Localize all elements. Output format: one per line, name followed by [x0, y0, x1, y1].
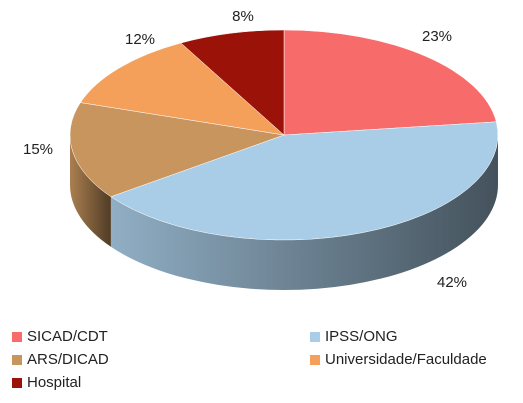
legend-swatch: [310, 355, 320, 365]
value-label: 12%: [125, 31, 155, 48]
legend: SICAD/CDT IPSS/ONG ARS/DICAD Universidade/F…: [12, 328, 487, 391]
legend-label: SICAD/CDT: [27, 328, 108, 345]
legend-swatch: [12, 332, 22, 342]
pie-slice: [180, 29, 285, 136]
value-labels: 23% 42% 15% 12% 8%: [23, 8, 467, 291]
pie-sides: [70, 135, 498, 290]
legend-swatch: [12, 355, 22, 365]
legend-label: ARS/DICAD: [27, 351, 109, 368]
pie-side: [70, 135, 111, 247]
legend-label: IPSS/ONG: [325, 328, 398, 345]
value-label: 15%: [23, 141, 53, 158]
pie-slice: [110, 121, 499, 241]
pie-slice: [69, 102, 285, 197]
pie-slice: [80, 42, 285, 136]
value-label: 23%: [422, 28, 452, 45]
legend-swatch: [310, 332, 320, 342]
value-label: 42%: [437, 274, 467, 291]
pie-side: [110, 135, 498, 290]
legend-label: Universidade/Faculdade: [325, 351, 487, 368]
pie-slice: [283, 29, 497, 136]
pie-tops: [69, 29, 499, 241]
legend-swatch: [12, 378, 22, 388]
value-label: 8%: [232, 8, 254, 25]
legend-label: Hospital: [27, 374, 81, 391]
